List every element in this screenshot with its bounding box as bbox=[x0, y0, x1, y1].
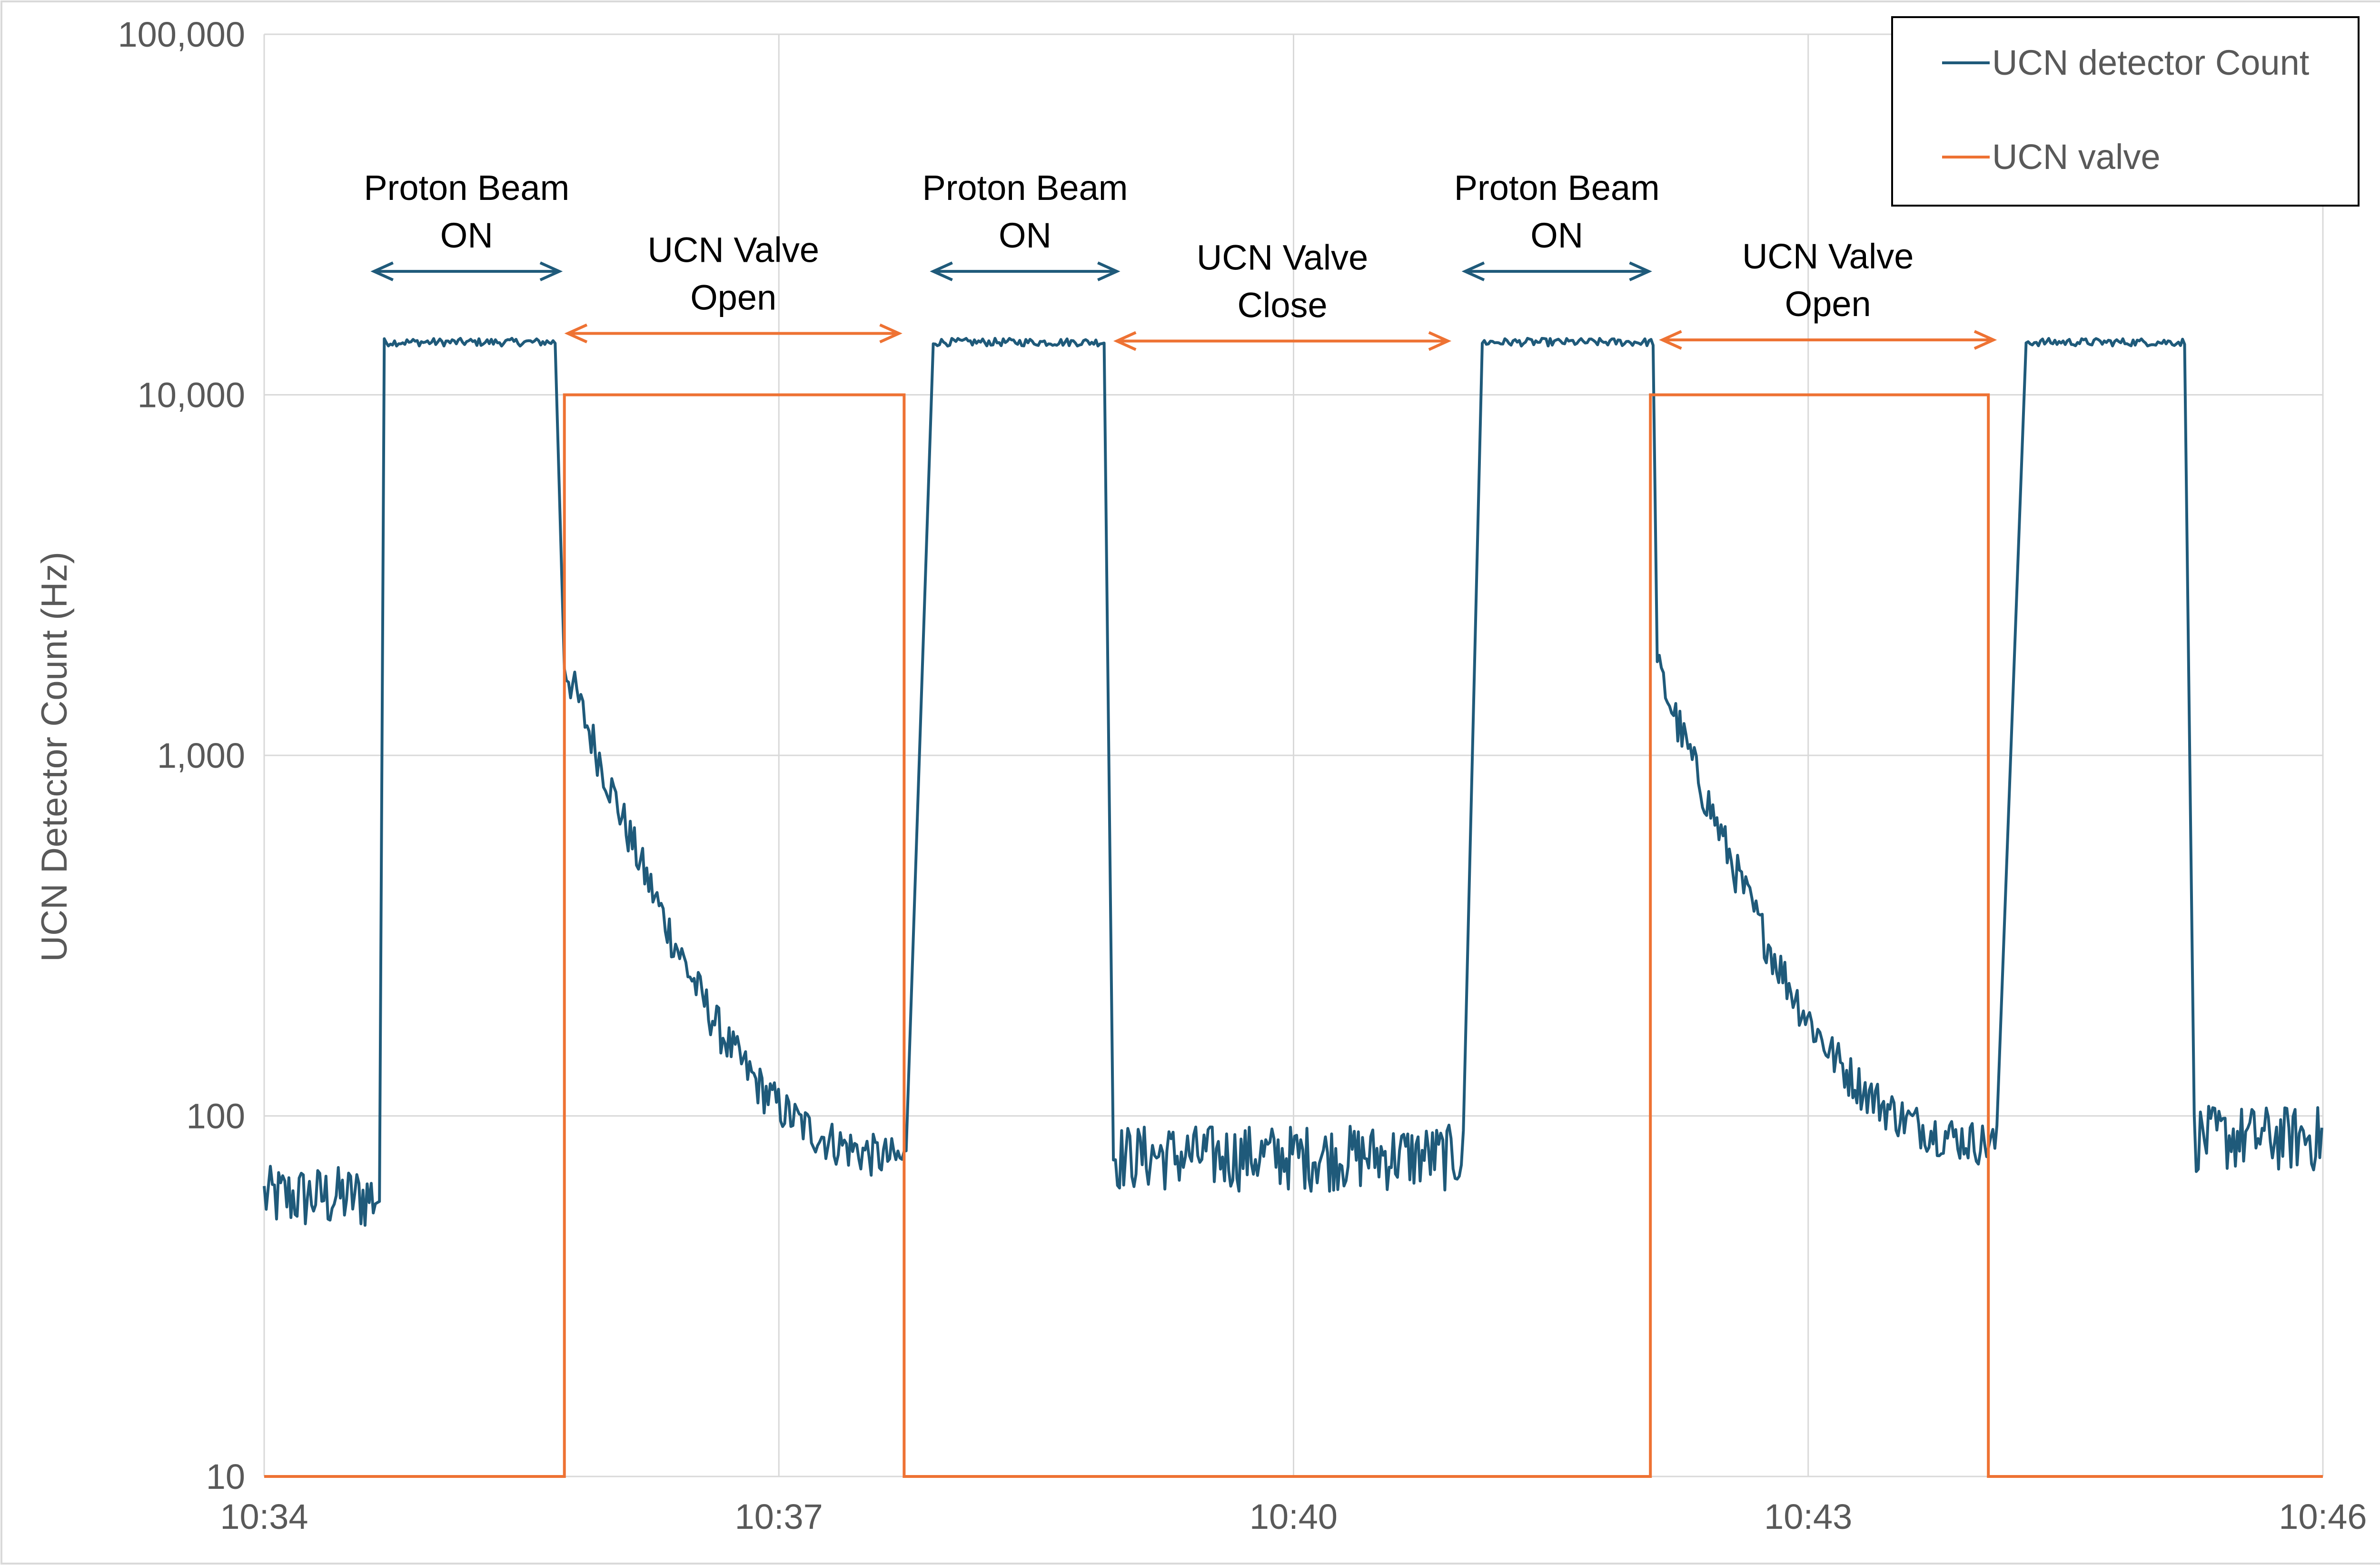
arrow-head-right bbox=[1973, 330, 1997, 350]
arrow-head-right bbox=[1629, 261, 1652, 281]
annotation-text: Open bbox=[1785, 284, 1871, 324]
annotation-text: UCN Valve bbox=[1197, 238, 1368, 277]
arrow-head-left bbox=[930, 261, 953, 281]
y-axis-ticks: 10 100 1,000 10,000 100,000 bbox=[118, 15, 246, 1496]
annotation-text: Close bbox=[1237, 285, 1327, 325]
x-tick-label: 10:43 bbox=[1764, 1497, 1852, 1536]
annotation-text: Proton Beam bbox=[364, 168, 569, 208]
arrow-head-left bbox=[370, 261, 394, 281]
y-tick-label: 10,000 bbox=[138, 376, 245, 415]
series-layer bbox=[263, 337, 2323, 1478]
annotation-text: UCN Valve bbox=[647, 230, 819, 270]
x-tick-label: 10:34 bbox=[220, 1497, 308, 1536]
y-tick-label: 100 bbox=[187, 1097, 245, 1136]
legend-box bbox=[1891, 16, 2360, 207]
legend: UCN detector Count UCN valve bbox=[1891, 16, 2360, 207]
y-tick-label: 100,000 bbox=[118, 15, 246, 54]
annotation-text: Proton Beam bbox=[1454, 168, 1660, 208]
arrow-head-left bbox=[1461, 261, 1485, 281]
arrow-head-left bbox=[1113, 331, 1137, 351]
annotations: Proton Beam ON UCN Valve Open Proton Beam ON U… bbox=[364, 168, 1997, 351]
legend-label-detector: UCN detector Count bbox=[1992, 43, 2310, 82]
annotation-0: Proton Beam ON bbox=[364, 168, 569, 281]
y-tick-label: 1,000 bbox=[157, 736, 245, 775]
annotation-text: ON bbox=[999, 216, 1051, 255]
annotation-1: UCN Valve Open bbox=[564, 230, 902, 344]
legend-label-valve: UCN valve bbox=[1992, 137, 2161, 177]
arrow-head-left bbox=[564, 323, 588, 344]
annotation-2: Proton Beam ON bbox=[922, 168, 1128, 281]
y-tick-label: 10 bbox=[206, 1457, 245, 1496]
annotation-text: ON bbox=[1530, 216, 1583, 255]
annotation-3: UCN Valve Close bbox=[1113, 238, 1452, 351]
annotation-text: Proton Beam bbox=[922, 168, 1128, 208]
x-tick-label: 10:40 bbox=[1250, 1497, 1338, 1536]
annotation-text: UCN Valve bbox=[1742, 237, 1914, 276]
series-detector-count-line bbox=[263, 337, 2323, 1227]
annotation-text: ON bbox=[440, 216, 493, 255]
arrow-head-right bbox=[879, 323, 902, 344]
x-axis-ticks: 10:34 10:37 10:40 10:43 10:46 bbox=[220, 1497, 2367, 1536]
x-tick-label: 10:37 bbox=[735, 1497, 823, 1536]
arrow-head-right bbox=[539, 261, 563, 281]
arrow-head-right bbox=[1428, 331, 1452, 351]
annotation-4: Proton Beam ON bbox=[1454, 168, 1660, 281]
arrow-head-right bbox=[1097, 261, 1121, 281]
arrow-head-left bbox=[1659, 330, 1682, 350]
x-tick-label: 10:46 bbox=[2279, 1497, 2367, 1536]
annotation-5: UCN Valve Open bbox=[1659, 237, 1997, 350]
annotation-text: Open bbox=[690, 278, 776, 317]
series-ucn-valve-line bbox=[264, 393, 2323, 1478]
y-axis-title: UCN Detector Count (Hz) bbox=[34, 552, 75, 962]
